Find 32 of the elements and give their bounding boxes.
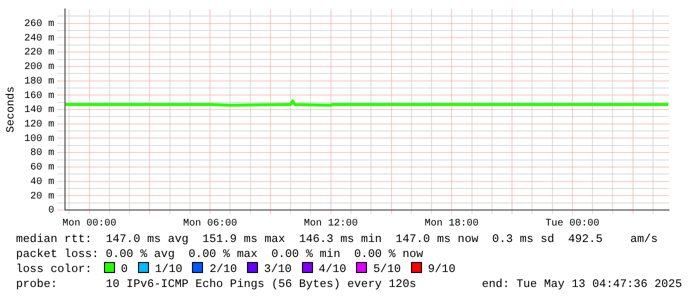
y-axis-title: Seconds xyxy=(6,86,18,133)
text: loss color: xyxy=(16,263,92,276)
y-tick-label: 0 xyxy=(48,206,54,217)
legend-label: 4/10 xyxy=(318,263,346,276)
y-tick-label: 240 m xyxy=(24,33,54,44)
y-tick-label: 100 m xyxy=(24,134,54,145)
text: end: Tue May 13 04:47:36 2025 xyxy=(482,277,682,292)
legend-label: 0 xyxy=(120,263,128,276)
y-tick-label: 220 m xyxy=(24,48,54,59)
y-tick-label: 160 m xyxy=(24,90,54,102)
y-tick-label: 120 m xyxy=(24,120,54,130)
legend-label: 3/10 xyxy=(264,263,292,276)
x-tick-label: Mon 12:00 xyxy=(304,218,358,230)
x-tick-label: Mon 00:00 xyxy=(62,218,116,230)
text: median rtt: 147.0 ms avg 151.9 ms max 146.3 ms min 147.0 ms now 0.3 ms sd 492.5 am/s xyxy=(16,232,659,247)
y-tick-label: 20 m xyxy=(30,191,54,202)
text: probe: 10 IPv6-ICMP Echo Pings (56 Bytes) every 120s xyxy=(16,277,416,292)
y-tick-label: 80 m xyxy=(30,148,54,160)
y-tick-label: 200 m xyxy=(24,62,54,74)
legend-label: 2/10 xyxy=(209,263,238,276)
x-tick-label: Mon 06:00 xyxy=(183,218,238,230)
y-tick-label: 140 m xyxy=(24,105,54,116)
y-tick-label: 60 m xyxy=(30,162,54,174)
x-tick-label: Mon 18:00 xyxy=(424,218,479,230)
x-tick-label: Tue 00:00 xyxy=(545,218,600,230)
text: packet loss: 0.00 % avg 0.00 % max 0.00 % min 0.00 % now xyxy=(16,247,424,262)
y-tick-label: 180 m xyxy=(24,76,54,88)
legend-label: 5/10 xyxy=(373,263,401,276)
legend-label: 1/10 xyxy=(154,263,182,276)
y-tick-label: 260 m xyxy=(24,19,54,30)
legend-label: 9/10 xyxy=(428,263,456,276)
y-tick-label: 40 m xyxy=(30,176,54,188)
